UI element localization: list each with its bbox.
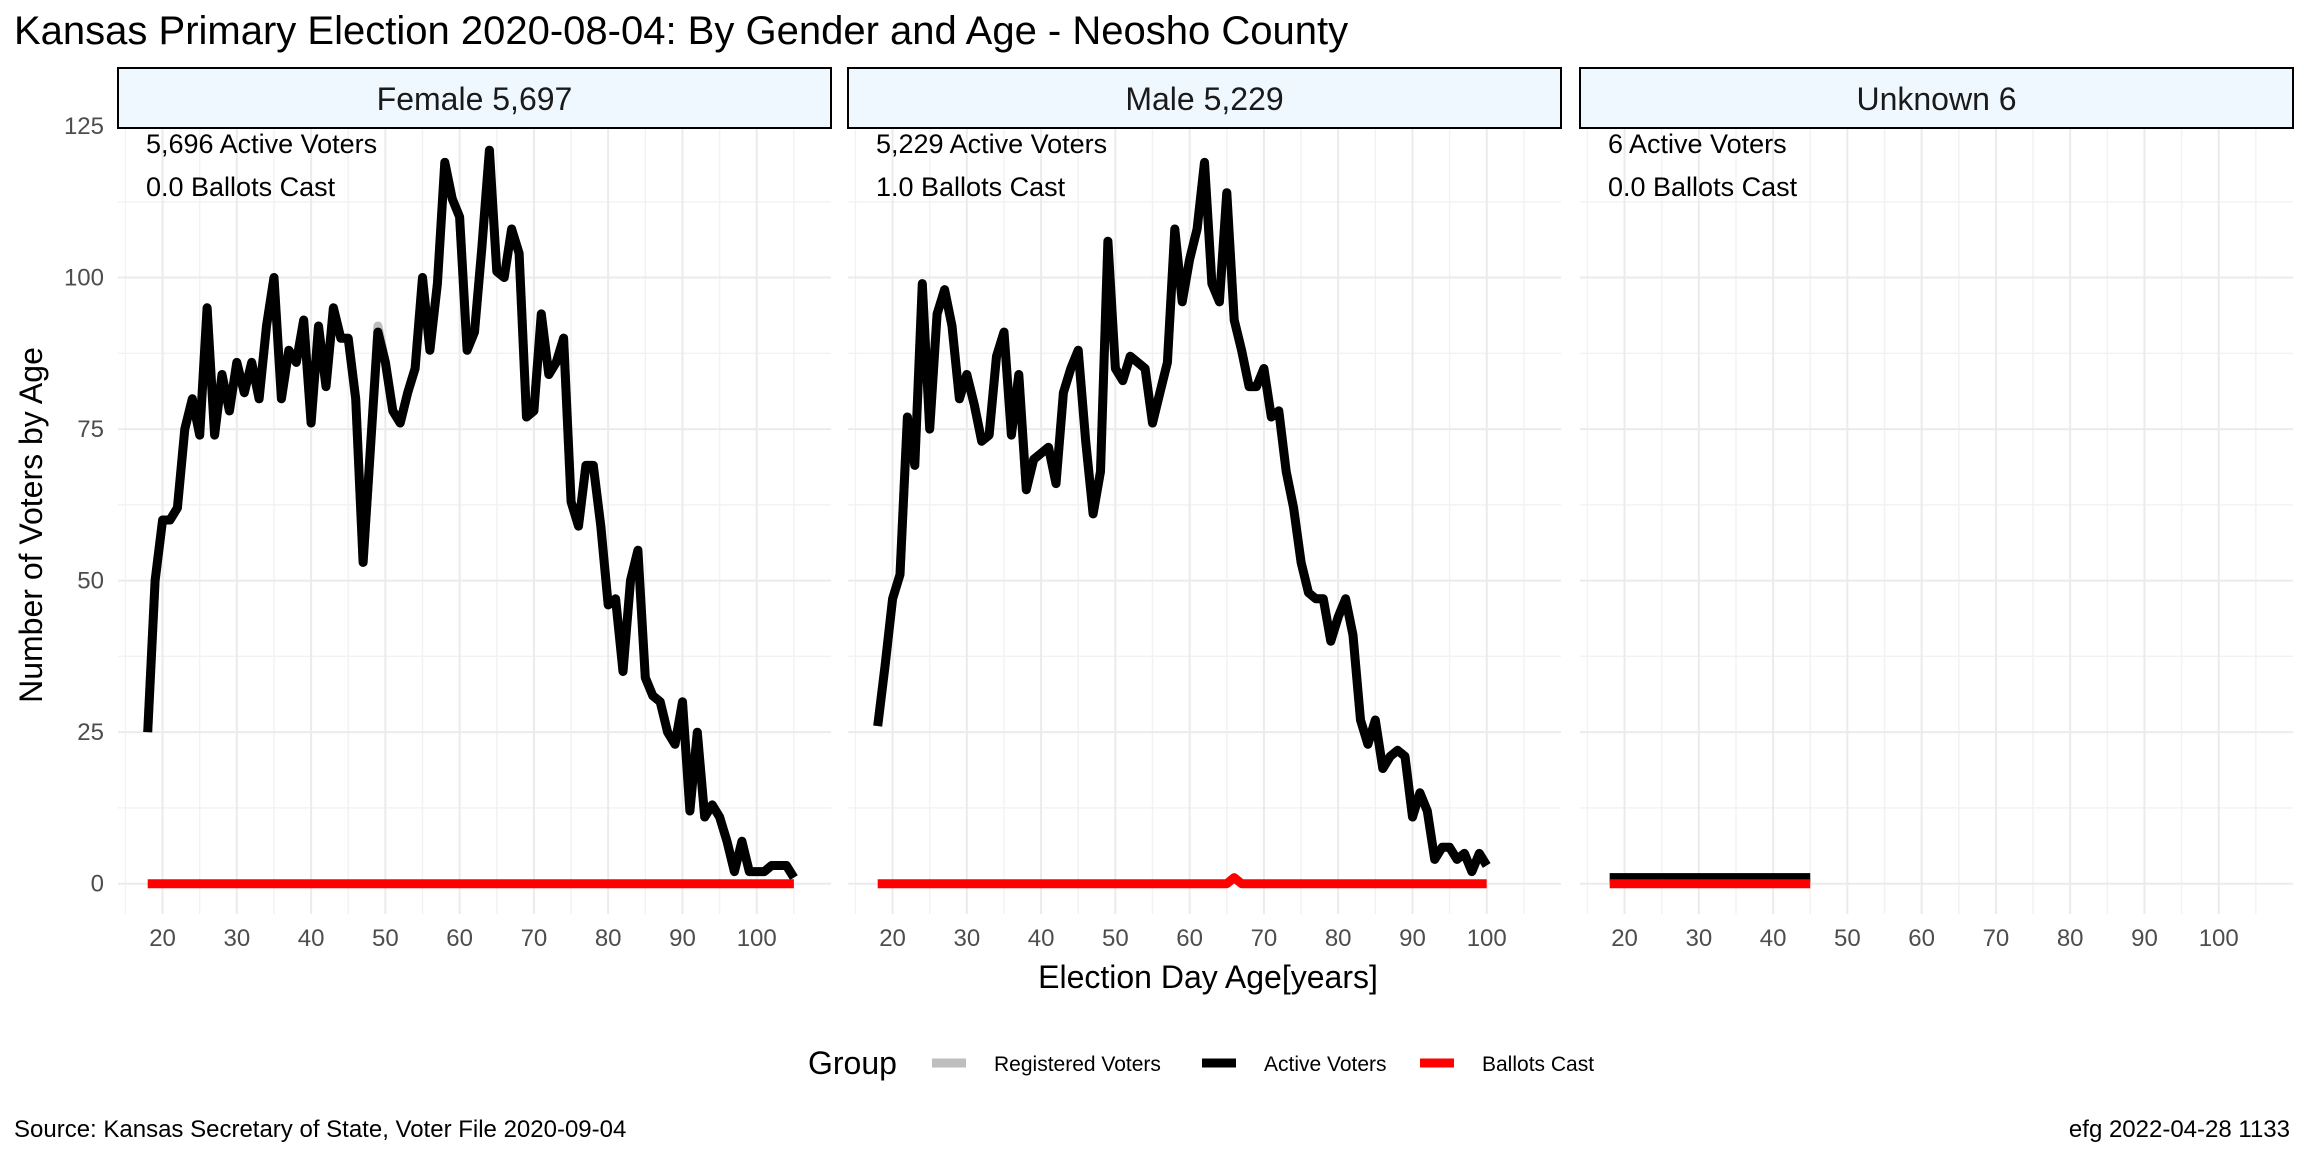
x-tick-label: 100: [1467, 925, 1507, 952]
y-axis-label: Number of Voters by Age: [13, 347, 49, 703]
legend: Group Registered Voters Active Voters Ball…: [808, 1045, 1594, 1081]
x-tick-label: 40: [1028, 925, 1055, 952]
x-tick-label: 50: [1834, 925, 1861, 952]
y-tick-label: 0: [91, 871, 104, 898]
x-axis-label: Election Day Age[years]: [1038, 959, 1378, 995]
y-axis-ticks: 0 25 50 75 100 125: [64, 113, 104, 898]
facet-panel-2: Male 5,229 5,229 Active Voters 1.0 Ballots…: [847, 67, 1562, 952]
x-tick-label: 30: [1685, 925, 1712, 952]
x-tick-label: 60: [1908, 925, 1935, 952]
x-tick-label: 30: [953, 925, 980, 952]
panel-annotation: 5,229 Active Voters: [876, 129, 1107, 159]
facet-strip-label: Male 5,229: [1125, 81, 1283, 117]
x-tick-label: 40: [298, 925, 325, 952]
facet-strip: [847, 67, 1562, 129]
panel-annotation: 5,696 Active Voters: [146, 129, 377, 159]
x-tick-label: 100: [2199, 925, 2239, 952]
facet-panel-3: Unknown 6 6 Active Voters 0.0 Ballots Cast…: [1579, 67, 2294, 952]
panel-annotation: 1.0 Ballots Cast: [876, 172, 1066, 202]
x-tick-label: 60: [446, 925, 473, 952]
x-tick-label: 50: [372, 925, 399, 952]
legend-label-registered-voters: Registered Voters: [994, 1053, 1161, 1076]
x-tick-label: 40: [1760, 925, 1787, 952]
x-tick-label: 20: [1611, 925, 1638, 952]
y-tick-label: 75: [77, 416, 104, 443]
x-tick-label: 90: [1399, 925, 1426, 952]
facet-strip: [117, 67, 832, 129]
facet-strip-label: Female 5,697: [377, 81, 573, 117]
series-line-ballots-cast: [877, 873, 1487, 889]
caption-source: Source: Kansas Secretary of State, Voter…: [14, 1116, 626, 1143]
panel-annotation: 0.0 Ballots Cast: [1608, 172, 1798, 202]
x-tick-label: 100: [737, 925, 777, 952]
x-tick-label: 70: [1251, 925, 1278, 952]
x-tick-label: 50: [1102, 925, 1129, 952]
y-tick-label: 25: [77, 719, 104, 746]
legend-title: Group: [808, 1045, 897, 1081]
caption-credit: efg 2022-04-28 1133: [2069, 1116, 2290, 1143]
x-tick-label: 90: [669, 925, 696, 952]
y-tick-label: 100: [64, 265, 104, 292]
legend-label-active-voters: Active Voters: [1264, 1053, 1387, 1076]
x-tick-label: 70: [521, 925, 548, 952]
series-line-active-voters: [143, 145, 798, 880]
x-tick-label: 80: [2057, 925, 2084, 952]
panel-annotation: 6 Active Voters: [1608, 129, 1787, 159]
panel-annotation: 0.0 Ballots Cast: [146, 172, 336, 202]
x-tick-label: 80: [595, 925, 622, 952]
facet-strip-label: Unknown 6: [1856, 81, 2016, 117]
chart-title: Kansas Primary Election 2020-08-04: By G…: [14, 9, 1348, 53]
x-tick-label: 90: [2131, 925, 2158, 952]
x-tick-label: 80: [1325, 925, 1352, 952]
y-tick-label: 50: [77, 568, 104, 595]
x-tick-label: 60: [1176, 925, 1203, 952]
gridlines: [1580, 125, 2293, 914]
legend-label-ballots-cast: Ballots Cast: [1482, 1053, 1594, 1076]
x-tick-label: 70: [1983, 925, 2010, 952]
series-line-active-voters: [873, 157, 1491, 877]
facet-strip: [1579, 67, 2294, 129]
y-tick-label: 125: [64, 113, 104, 140]
x-tick-label: 20: [149, 925, 176, 952]
x-tick-label: 30: [223, 925, 250, 952]
x-tick-label: 20: [879, 925, 906, 952]
